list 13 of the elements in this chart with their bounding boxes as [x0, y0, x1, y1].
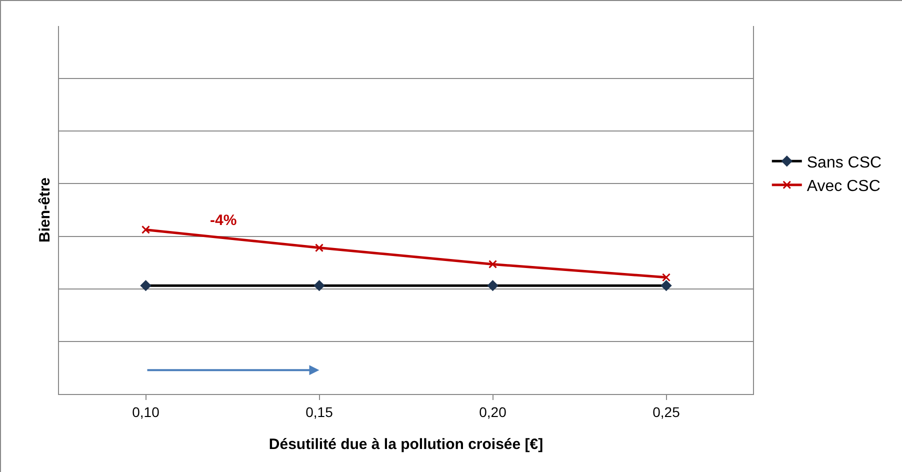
legend-label: Sans CSC	[806, 154, 882, 172]
x-tick-label: 0,20	[479, 404, 507, 420]
x-axis-title: Désutilité due à la pollution croisée [€]	[268, 436, 544, 453]
point	[488, 260, 497, 268]
x-tick-label: 0,10	[132, 404, 160, 420]
text: -4%	[210, 212, 237, 229]
y-axis-title: Bien-être	[36, 177, 54, 243]
point	[142, 225, 150, 234]
point	[315, 244, 324, 252]
point	[662, 273, 670, 282]
x-tick-label: 0,15	[306, 404, 334, 420]
x-tick-label: 0,25	[652, 404, 680, 420]
legend-label: Avec CSC	[806, 178, 880, 196]
